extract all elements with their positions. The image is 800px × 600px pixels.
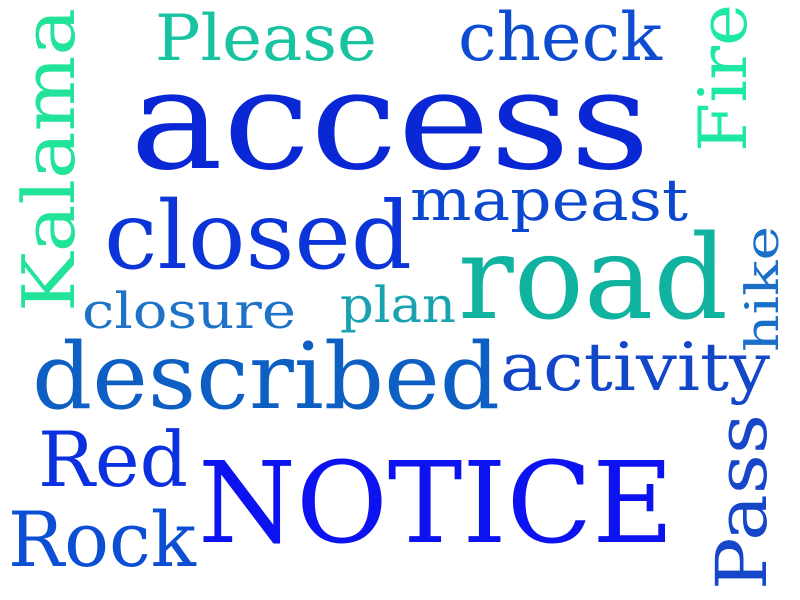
word-activity: activity bbox=[500, 329, 771, 406]
word-notice: NOTICE bbox=[198, 439, 674, 569]
word-kalama: Kalama bbox=[7, 8, 91, 312]
word-pass: Pass bbox=[701, 414, 783, 590]
word-road: road bbox=[458, 211, 728, 346]
word-closure: closure bbox=[82, 282, 296, 340]
word-described: described bbox=[32, 323, 500, 430]
word-hike: hike bbox=[735, 226, 789, 352]
word-please: Please bbox=[155, 2, 377, 76]
word-check: check bbox=[458, 0, 663, 76]
word-closed: closed bbox=[104, 182, 412, 291]
word-plan: plan bbox=[340, 276, 456, 334]
word-red: Red bbox=[38, 415, 188, 504]
word-fire: Fire bbox=[685, 4, 762, 152]
word-mapeast: mapeast bbox=[410, 166, 688, 234]
word-rock: Rock bbox=[8, 495, 197, 584]
word-access: access bbox=[130, 40, 650, 201]
